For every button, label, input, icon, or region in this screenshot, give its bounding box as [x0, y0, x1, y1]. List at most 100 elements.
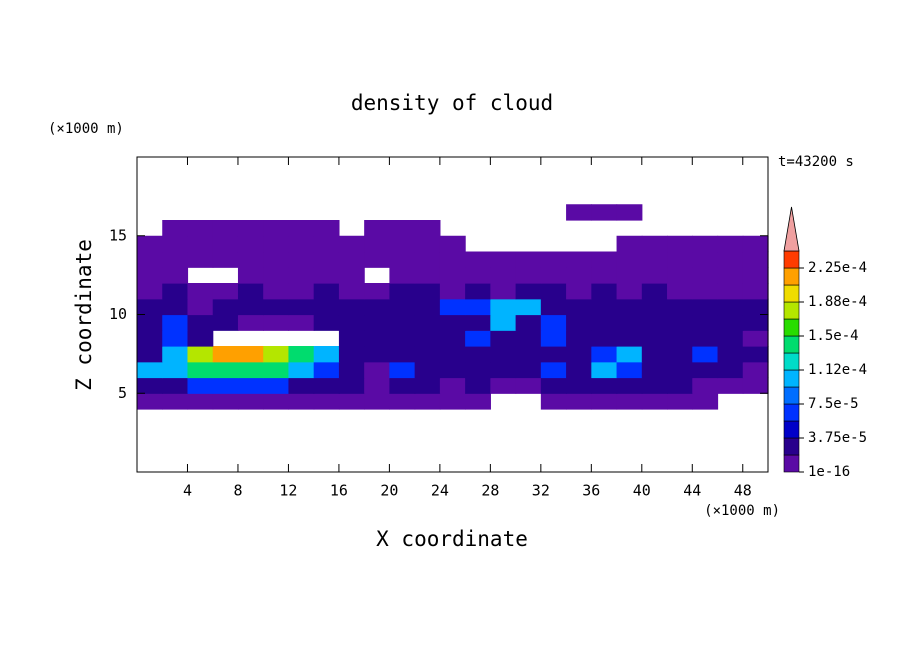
field-cell: [540, 393, 567, 410]
field-cell: [465, 346, 491, 363]
field-cell: [591, 204, 618, 221]
field-cell: [162, 361, 189, 379]
field-cell: [742, 314, 769, 331]
field-cell: [641, 298, 668, 316]
field-cell: [465, 393, 491, 410]
field-cell: [137, 314, 163, 331]
field-cell: [490, 361, 517, 379]
colorbar-tick-label: 1.12e-4: [808, 362, 867, 378]
field-cell: [742, 346, 769, 363]
field-cell: [389, 251, 416, 268]
field-cell: [616, 314, 643, 331]
field-cell: [389, 330, 416, 347]
field-cell: [288, 283, 315, 300]
field-cell: [187, 377, 214, 394]
field-cell: [439, 267, 466, 284]
field-cell: [313, 346, 340, 363]
field-cell: [137, 267, 163, 284]
field-cell: [566, 377, 592, 394]
field-cell: [465, 330, 491, 347]
field-cell: [566, 346, 592, 363]
field-cell: [591, 251, 618, 268]
colorbar-band: [783, 318, 800, 337]
field-cell: [162, 377, 189, 394]
field-cell: [692, 346, 719, 363]
field-cell: [566, 330, 592, 347]
field-cell: [667, 346, 693, 363]
field-cell: [364, 251, 390, 268]
field-cell: [288, 235, 315, 253]
field-cell: [364, 377, 390, 394]
field-cell: [338, 251, 365, 268]
field-cell: [364, 393, 390, 410]
field-cell: [288, 314, 315, 331]
field-cell: [439, 377, 466, 394]
field-cell: [389, 361, 416, 379]
x-unit: (×1000 m): [704, 503, 780, 519]
colorbar-band: [783, 369, 800, 388]
field-cell: [717, 377, 744, 394]
field-cell: [212, 220, 239, 237]
field-cell: [616, 377, 643, 394]
field-cell: [263, 314, 290, 331]
field-cell: [288, 220, 315, 237]
colorbar-band: [783, 250, 800, 269]
field-cell: [742, 267, 769, 284]
field-cell: [439, 251, 466, 268]
field-cell: [414, 298, 441, 316]
chart-title: density of cloud: [351, 91, 553, 115]
field-cell: [162, 298, 189, 316]
field-cell: [616, 204, 643, 221]
x-tick-label: 20: [380, 482, 398, 500]
field-cell: [540, 314, 567, 331]
field-cell: [616, 330, 643, 347]
colorbar-band: [783, 284, 800, 303]
field-cell: [692, 267, 719, 284]
y-tick-label: 10: [109, 305, 127, 323]
colorbar-band: [783, 403, 800, 422]
field-cell: [212, 393, 239, 410]
field-cell: [162, 283, 189, 300]
colorbar-band: [783, 437, 800, 456]
field-cell: [364, 220, 390, 237]
field-cell: [465, 361, 491, 379]
field-cell: [162, 235, 189, 253]
field-cell: [641, 361, 668, 379]
field-cell: [313, 283, 340, 300]
field-cell: [540, 267, 567, 284]
field-cell: [717, 283, 744, 300]
field-cell: [566, 314, 592, 331]
field-cell: [692, 283, 719, 300]
x-tick-label: 32: [532, 482, 550, 500]
field-cell: [742, 377, 769, 394]
field-cell: [515, 314, 542, 331]
field-cell: [414, 330, 441, 347]
field-cell: [364, 361, 390, 379]
y-unit: (×1000 m): [48, 121, 124, 137]
field-cell: [187, 220, 214, 237]
field-cell: [389, 346, 416, 363]
field-cell: [338, 314, 365, 331]
field-cell: [263, 377, 290, 394]
field-cell: [137, 330, 163, 347]
field-cell: [540, 346, 567, 363]
field-cell: [237, 251, 264, 268]
colorbar-band: [783, 420, 800, 439]
field-cell: [263, 251, 290, 268]
field-cell: [717, 314, 744, 331]
colorbar-tick-label: 1e-16: [808, 464, 850, 480]
colorbar-band: [783, 386, 800, 405]
field-cell: [540, 330, 567, 347]
field-cell: [439, 314, 466, 331]
field-cell: [667, 361, 693, 379]
colorbar-band: [783, 454, 800, 473]
field-cell: [616, 393, 643, 410]
field-cell: [591, 283, 618, 300]
field-cell: [414, 235, 441, 253]
field-cell: [742, 251, 769, 268]
field-cell: [364, 283, 390, 300]
x-tick-label: 24: [431, 482, 449, 500]
field-cell: [439, 283, 466, 300]
field-cell: [641, 235, 668, 253]
